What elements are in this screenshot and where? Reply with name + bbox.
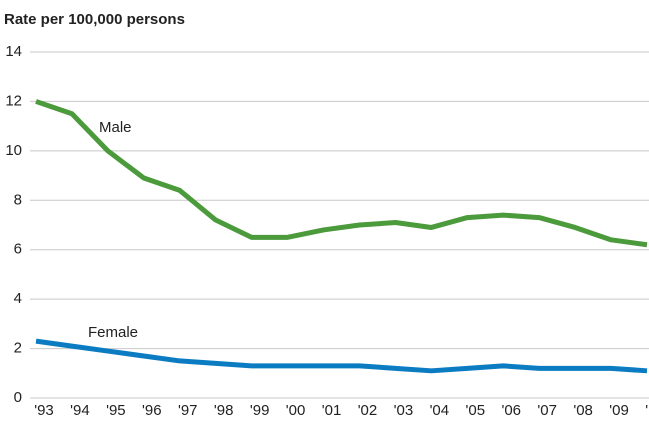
series-line <box>35 99 648 248</box>
x-tick-label: '96 <box>142 402 162 419</box>
y-tick-label: 4 <box>14 290 22 307</box>
series-line <box>35 338 648 374</box>
x-tick-label: '09 <box>609 402 629 419</box>
y-axis-title: Rate per 100,000 persons <box>4 11 185 28</box>
x-tick-label: '03 <box>394 402 414 419</box>
y-tick-label: 8 <box>14 191 22 208</box>
x-tick-label: '94 <box>70 402 90 419</box>
series-label: Male <box>99 119 132 136</box>
y-tick-label: 6 <box>14 241 22 258</box>
x-tick-label: '93 <box>34 402 54 419</box>
x-tick-label: '99 <box>250 402 270 419</box>
series-label: Female <box>88 324 138 341</box>
y-tick-label: 0 <box>14 389 22 406</box>
y-tick-label: 2 <box>14 340 22 357</box>
y-tick-label: 10 <box>5 142 22 159</box>
x-tick-label: '95 <box>106 402 126 419</box>
x-tick-label: '10 <box>645 402 649 419</box>
x-tick-label: '97 <box>178 402 198 419</box>
x-tick-label: '98 <box>214 402 234 419</box>
y-tick-label: 12 <box>5 92 22 109</box>
x-tick-label: '02 <box>358 402 378 419</box>
x-tick-label: '01 <box>322 402 342 419</box>
x-tick-label: '04 <box>430 402 450 419</box>
x-tick-label: '07 <box>537 402 557 419</box>
x-tick-label: '06 <box>501 402 521 419</box>
x-tick-label: '00 <box>286 402 306 419</box>
x-tick-label: '05 <box>466 402 486 419</box>
x-tick-label: '08 <box>573 402 593 419</box>
y-tick-label: 14 <box>5 43 22 60</box>
